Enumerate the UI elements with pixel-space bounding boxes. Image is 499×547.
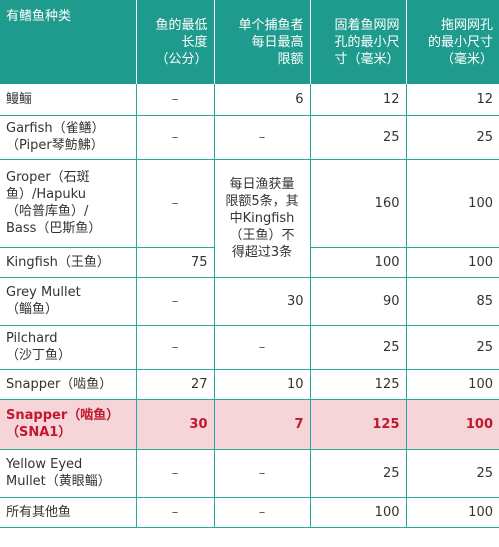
set-net-size: 25 bbox=[310, 449, 407, 498]
set-net-size: 125 bbox=[310, 399, 407, 450]
drag-net-size: 100 bbox=[406, 497, 499, 528]
drag-net-size: 25 bbox=[406, 325, 499, 370]
species-name: Garfish（雀鳝） （Piper琴鲂鮄） bbox=[0, 115, 137, 160]
header-drag-net: 拖网网孔 的最小尺寸 （毫米） bbox=[406, 0, 499, 84]
drag-net-size: 100 bbox=[406, 247, 499, 278]
fishing-rules-table: 有鳍鱼种类 鱼的最低 长度 （公分） 单个捕鱼者 每日最高 限额 固着鱼网网 孔的最小尺寸… bbox=[0, 0, 499, 528]
header-daily-limit: 单个捕鱼者 每日最高 限额 bbox=[214, 0, 311, 84]
species-name: Snapper（啮鱼） （SNA1） bbox=[0, 399, 137, 450]
set-net-size: 90 bbox=[310, 277, 407, 326]
daily-limit: 30 bbox=[214, 277, 311, 326]
species-name: Grey Mullet （鲻鱼） bbox=[0, 277, 137, 326]
min-length: – bbox=[136, 159, 215, 248]
drag-net-size: 100 bbox=[406, 369, 499, 400]
table-row: Kingfish（王鱼） 75 100 100 bbox=[0, 247, 499, 278]
table-row: Groper（石斑 鱼）/Hapuku （哈普库鱼）/Bass（巴斯鱼） – 每日渔… bbox=[0, 159, 499, 278]
daily-limit: 10 bbox=[214, 369, 311, 400]
daily-limit: – bbox=[214, 497, 311, 528]
drag-net-size: 100 bbox=[406, 399, 499, 450]
table-row: 鳗鲡 – 6 12 12 bbox=[0, 84, 499, 116]
table-row: Pilchard （沙丁鱼） – – 25 25 bbox=[0, 325, 499, 370]
drag-net-size: 25 bbox=[406, 115, 499, 160]
drag-net-size: 85 bbox=[406, 277, 499, 326]
min-length: – bbox=[136, 449, 215, 498]
species-name: Kingfish（王鱼） bbox=[0, 247, 137, 278]
min-length: 27 bbox=[136, 369, 215, 400]
set-net-size: 100 bbox=[310, 497, 407, 528]
set-net-size: 160 bbox=[310, 159, 407, 248]
shared-limit-note: 每日渔获量 限额5条，其 中Kingfish （王鱼）不 得超过3条 bbox=[214, 159, 311, 278]
min-length: – bbox=[136, 497, 215, 528]
set-net-size: 25 bbox=[310, 115, 407, 160]
species-name: Pilchard （沙丁鱼） bbox=[0, 325, 137, 370]
table-row-highlighted: Snapper（啮鱼） （SNA1） 30 7 125 100 bbox=[0, 399, 499, 450]
min-length: – bbox=[136, 115, 215, 160]
min-length: 75 bbox=[136, 247, 215, 278]
drag-net-size: 12 bbox=[406, 84, 499, 116]
header-min-length: 鱼的最低 长度 （公分） bbox=[136, 0, 215, 84]
min-length: – bbox=[136, 277, 215, 326]
table-row: Garfish（雀鳝） （Piper琴鲂鮄） – – 25 25 bbox=[0, 115, 499, 160]
set-net-size: 25 bbox=[310, 325, 407, 370]
species-name: 鳗鲡 bbox=[0, 84, 137, 116]
daily-limit: 7 bbox=[214, 399, 311, 450]
species-name: Snapper（啮鱼） bbox=[0, 369, 137, 400]
header-row: 有鳍鱼种类 鱼的最低 长度 （公分） 单个捕鱼者 每日最高 限额 固着鱼网网 孔的最小尺寸… bbox=[0, 0, 499, 84]
daily-limit: – bbox=[214, 115, 311, 160]
drag-net-size: 25 bbox=[406, 449, 499, 498]
set-net-size: 100 bbox=[310, 247, 407, 278]
set-net-size: 125 bbox=[310, 369, 407, 400]
species-name: Yellow Eyed Mullet（黄眼鲻） bbox=[0, 449, 137, 498]
header-species: 有鳍鱼种类 bbox=[0, 0, 137, 84]
table-row: Snapper（啮鱼） 27 10 125 100 bbox=[0, 369, 499, 400]
drag-net-size: 100 bbox=[406, 159, 499, 248]
min-length: – bbox=[136, 325, 215, 370]
min-length: – bbox=[136, 84, 215, 116]
min-length: 30 bbox=[136, 399, 215, 450]
header-set-net: 固着鱼网网 孔的最小尺 寸（毫米） bbox=[310, 0, 407, 84]
species-name: 所有其他鱼 bbox=[0, 497, 137, 528]
daily-limit: – bbox=[214, 325, 311, 370]
table-row: 所有其他鱼 – – 100 100 bbox=[0, 497, 499, 528]
species-name: Groper（石斑 鱼）/Hapuku （哈普库鱼）/Bass（巴斯鱼） bbox=[0, 159, 137, 248]
daily-limit: 6 bbox=[214, 84, 311, 116]
daily-limit: – bbox=[214, 449, 311, 498]
table-row: Yellow Eyed Mullet（黄眼鲻） – – 25 25 bbox=[0, 449, 499, 498]
set-net-size: 12 bbox=[310, 84, 407, 116]
table-row: Grey Mullet （鲻鱼） – 30 90 85 bbox=[0, 277, 499, 326]
